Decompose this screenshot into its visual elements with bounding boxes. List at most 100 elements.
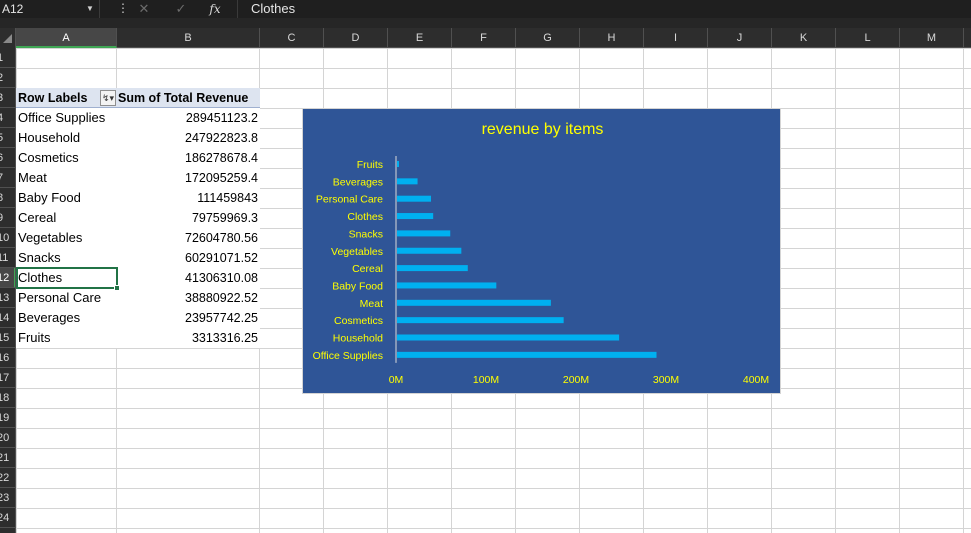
chart-bar[interactable]: [397, 351, 657, 358]
pivot-row-value[interactable]: 186278678.4: [185, 151, 258, 165]
pivot-row-value[interactable]: 79759969.3: [191, 211, 258, 225]
column-header-a[interactable]: A: [16, 28, 117, 48]
column-header-e[interactable]: E: [388, 28, 452, 48]
chart-bar[interactable]: [397, 299, 551, 306]
pivot-row-label[interactable]: Clothes: [18, 270, 63, 285]
pivot-row-value[interactable]: 38880922.52: [185, 291, 258, 305]
pivot-row-value[interactable]: 247922823.8: [185, 131, 258, 145]
row-header-23[interactable]: 23: [0, 488, 15, 508]
row-header-2[interactable]: 2: [0, 68, 15, 88]
column-header-h[interactable]: H: [580, 28, 644, 48]
pivot-row[interactable]: Beverages 23957742.25: [16, 308, 260, 328]
row-header-10[interactable]: 10: [0, 228, 15, 248]
select-all-button[interactable]: [0, 28, 16, 48]
enter-icon[interactable]: ✓: [175, 1, 187, 16]
pivot-row-label[interactable]: Vegetables: [18, 230, 83, 245]
column-header-g[interactable]: G: [516, 28, 580, 48]
pivot-row-value[interactable]: 23957742.25: [185, 311, 258, 325]
row-header-7[interactable]: 7: [0, 168, 15, 188]
pivot-row[interactable]: Cosmetics 186278678.4: [16, 148, 260, 168]
row-header-3[interactable]: 3: [0, 88, 15, 108]
column-header-f[interactable]: F: [452, 28, 516, 48]
formula-input[interactable]: Clothes: [237, 0, 971, 18]
row-header-1[interactable]: 1: [0, 48, 15, 68]
pivot-filter-sort-icon[interactable]: ↯▾: [100, 90, 116, 106]
chart-bar[interactable]: [397, 195, 431, 202]
column-header-l[interactable]: L: [836, 28, 900, 48]
pivot-value-header[interactable]: Sum of Total Revenue: [118, 91, 249, 105]
pivot-row[interactable]: Meat 172095259.4: [16, 168, 260, 188]
chart-bar[interactable]: [397, 334, 620, 341]
row-header-15[interactable]: 15: [0, 328, 15, 348]
row-header-17[interactable]: 17: [0, 368, 15, 388]
name-box-dropdown-icon[interactable]: ▼: [86, 4, 94, 13]
cancel-icon[interactable]: ✕: [138, 1, 150, 16]
insert-function-button[interactable]: fx: [209, 2, 221, 16]
column-header-d[interactable]: D: [324, 28, 388, 48]
row-header-13[interactable]: 13: [0, 288, 15, 308]
column-header-i[interactable]: I: [644, 28, 708, 48]
fill-handle[interactable]: [114, 285, 120, 291]
pivot-row[interactable]: Snacks 60291071.52: [16, 248, 260, 268]
chart-bar[interactable]: [397, 247, 462, 254]
column-header-k[interactable]: K: [772, 28, 836, 48]
row-header-19[interactable]: 19: [0, 408, 15, 428]
pivot-row-label[interactable]: Snacks: [18, 250, 61, 265]
chart-bar[interactable]: [397, 161, 399, 167]
row-header-12[interactable]: 12: [0, 268, 15, 288]
row-header-5[interactable]: 5: [0, 128, 15, 148]
column-header-m[interactable]: M: [900, 28, 964, 48]
row-header-24[interactable]: 24: [0, 508, 15, 528]
row-header-16[interactable]: 16: [0, 348, 15, 368]
pivot-row-label[interactable]: Office Supplies: [18, 110, 106, 125]
row-header-21[interactable]: 21: [0, 448, 15, 468]
pivot-row[interactable]: Office Supplies 289451123.2: [16, 108, 260, 128]
row-header-14[interactable]: 14: [0, 308, 15, 328]
chart-title[interactable]: revenue by items: [481, 121, 604, 138]
pivot-header-row: Row Labels ↯▾ Sum of Total Revenue: [16, 88, 260, 108]
pivot-row-label[interactable]: Fruits: [18, 330, 51, 345]
pivot-row-value[interactable]: 60291071.52: [185, 251, 258, 265]
revenue-chart[interactable]: revenue by items Fruits Beverages Personal…: [302, 108, 781, 394]
pivot-row[interactable]: Clothes 41306310.08: [16, 268, 260, 288]
row-header-22[interactable]: 22: [0, 468, 15, 488]
pivot-row[interactable]: Baby Food 111459843: [16, 188, 260, 208]
pivot-row-label[interactable]: Cereal: [18, 210, 57, 225]
pivot-row-label[interactable]: Baby Food: [18, 190, 81, 205]
formula-bar-options-icon[interactable]: ⋮: [117, 1, 129, 15]
pivot-row[interactable]: Vegetables 72604780.56: [16, 228, 260, 248]
row-header-6[interactable]: 6: [0, 148, 15, 168]
pivot-row-value[interactable]: 72604780.56: [185, 231, 258, 245]
pivot-row-label[interactable]: Beverages: [18, 310, 81, 325]
pivot-row-value[interactable]: 41306310.08: [185, 271, 258, 285]
pivot-row[interactable]: Personal Care 38880922.52: [16, 288, 260, 308]
row-header-20[interactable]: 20: [0, 428, 15, 448]
pivot-row-value[interactable]: 3313316.25: [191, 331, 258, 345]
row-header-4[interactable]: 4: [0, 108, 15, 128]
row-header-9[interactable]: 9: [0, 208, 15, 228]
pivot-row-value[interactable]: 172095259.4: [185, 171, 258, 185]
row-header-8[interactable]: 8: [0, 188, 15, 208]
pivot-row-labels-header[interactable]: Row Labels: [18, 91, 88, 105]
chart-bar[interactable]: [397, 265, 468, 272]
chart-bar[interactable]: [397, 282, 497, 289]
pivot-row[interactable]: Cereal 79759969.3: [16, 208, 260, 228]
row-header-11[interactable]: 11: [0, 248, 15, 268]
pivot-row-label[interactable]: Meat: [18, 170, 47, 185]
pivot-row[interactable]: Fruits 3313316.25: [16, 328, 260, 348]
pivot-row-label[interactable]: Cosmetics: [18, 150, 79, 165]
column-header-c[interactable]: C: [260, 28, 324, 48]
chart-bar[interactable]: [397, 178, 418, 185]
chart-bar[interactable]: [397, 317, 564, 324]
pivot-row-label[interactable]: Household: [18, 130, 81, 145]
chart-bar[interactable]: [397, 213, 434, 220]
pivot-row-value[interactable]: 289451123.2: [185, 111, 258, 125]
column-header-b[interactable]: B: [117, 28, 260, 48]
pivot-row[interactable]: Household 247922823.8: [16, 128, 260, 148]
row-header-18[interactable]: 18: [0, 388, 15, 408]
column-header-j[interactable]: J: [708, 28, 772, 48]
chart-bar[interactable]: [397, 230, 451, 237]
pivot-row-value[interactable]: 111459843: [197, 191, 258, 205]
name-box[interactable]: A12: [0, 0, 100, 18]
pivot-row-label[interactable]: Personal Care: [18, 290, 102, 305]
